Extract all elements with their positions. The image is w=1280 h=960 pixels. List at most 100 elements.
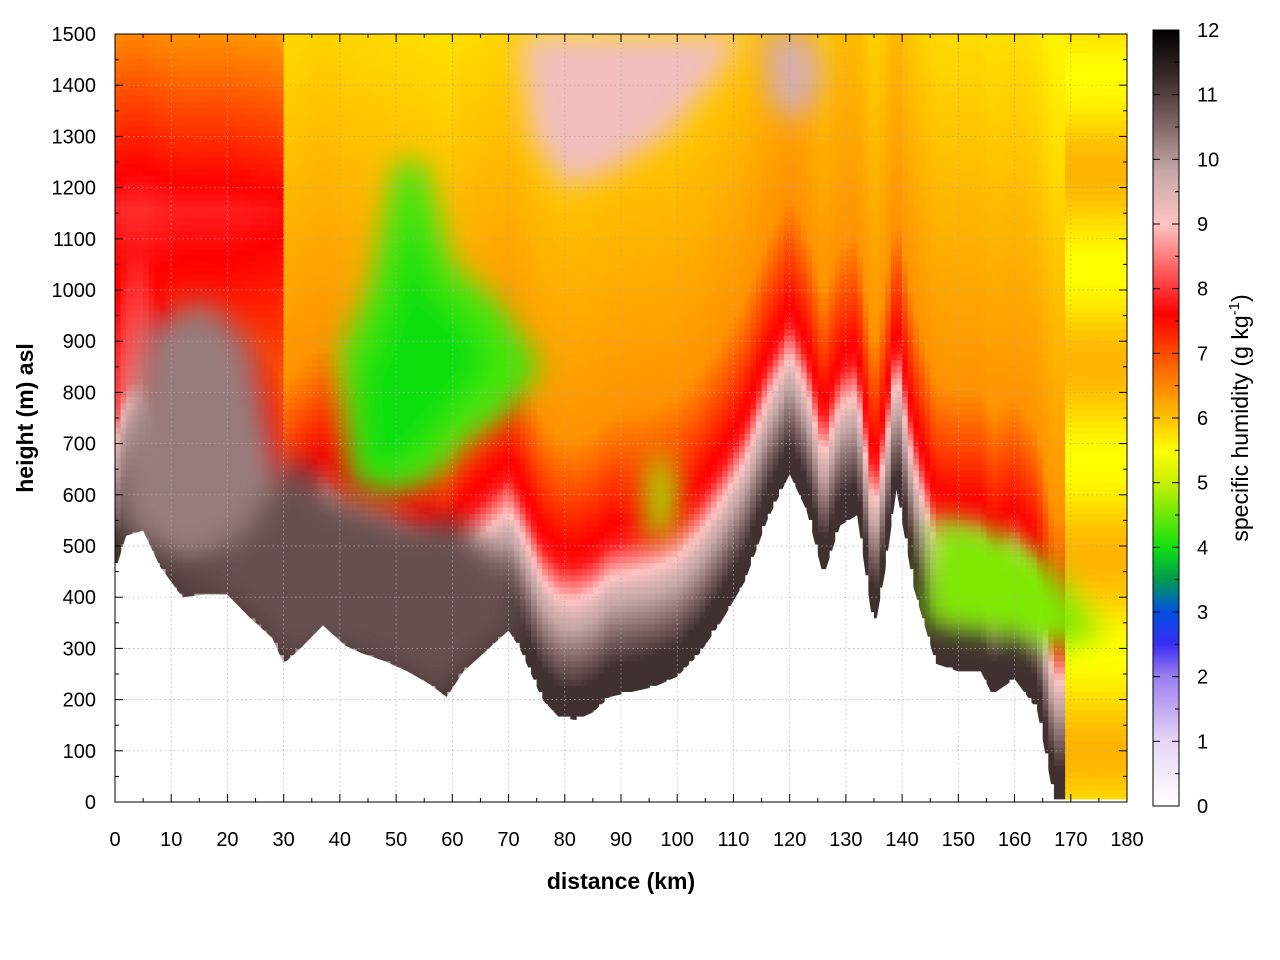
- field-cell: [345, 169, 352, 176]
- field-cell: [328, 273, 335, 281]
- field-cell: [255, 322, 262, 330]
- field-cell: [323, 193, 330, 201]
- field-cell: [283, 230, 290, 238]
- field-cell: [306, 132, 313, 140]
- field-cell: [345, 156, 352, 164]
- field-cell: [294, 304, 302, 312]
- field-cell: [120, 242, 127, 250]
- field-cell: [210, 95, 217, 103]
- field-cell: [120, 371, 127, 379]
- field-cell: [306, 187, 313, 195]
- field-cell: [351, 113, 358, 121]
- field-cell: [255, 120, 262, 127]
- field-cell: [115, 163, 122, 170]
- field-cell: [345, 144, 352, 152]
- field-cell: [204, 298, 212, 305]
- field-cell: [131, 187, 139, 195]
- field-cell: [221, 34, 229, 41]
- field-cell: [255, 298, 262, 305]
- field-cell: [227, 144, 234, 152]
- field-cell: [362, 230, 369, 238]
- field-cell: [345, 101, 352, 109]
- field-cell: [345, 34, 352, 41]
- field-cell: [334, 34, 341, 41]
- field-cell: [165, 169, 172, 176]
- field-cell: [255, 347, 262, 355]
- field-cell: [165, 230, 172, 238]
- field-cell: [345, 89, 352, 97]
- field-cell: [306, 384, 313, 391]
- field-cell: [131, 335, 139, 342]
- field-cell: [255, 132, 262, 140]
- field-cell: [227, 230, 234, 238]
- field-cell: [126, 89, 133, 97]
- field-cell: [339, 175, 347, 183]
- field-cell: [334, 58, 341, 66]
- field-cell: [311, 328, 318, 336]
- field-cell: [328, 230, 335, 238]
- field-cell: [182, 107, 189, 115]
- field-cell: [143, 77, 150, 84]
- field-cell: [154, 34, 161, 41]
- field-cell: [131, 150, 139, 158]
- field-cell: [120, 525, 127, 533]
- field-cell: [311, 255, 318, 262]
- field-cell: [334, 335, 341, 342]
- field-cell: [227, 187, 234, 195]
- field-cell: [345, 40, 352, 47]
- field-cell: [210, 267, 217, 275]
- field-cell: [244, 199, 251, 207]
- field-cell: [311, 101, 318, 109]
- field-cell: [339, 138, 347, 146]
- field-cell: [311, 230, 318, 238]
- field-cell: [199, 199, 206, 207]
- field-cell: [154, 126, 161, 133]
- field-cell: [289, 46, 296, 54]
- field-cell: [244, 261, 251, 269]
- field-cell: [328, 150, 335, 158]
- field-cell: [126, 236, 133, 244]
- field-cell: [266, 390, 274, 398]
- field-cell: [311, 439, 318, 447]
- field-cell: [294, 445, 302, 453]
- field-cell: [120, 414, 127, 422]
- field-cell: [278, 322, 285, 330]
- field-cell: [137, 156, 144, 164]
- field-cell: [323, 402, 330, 410]
- field-cell: [233, 224, 240, 232]
- field-cell: [154, 163, 161, 170]
- field-cell: [137, 64, 144, 72]
- field-cell: [249, 70, 257, 78]
- field-cell: [199, 113, 206, 121]
- field-cell: [193, 52, 200, 60]
- field-cell: [362, 187, 369, 195]
- field-cell: [159, 236, 167, 244]
- field-cell: [255, 273, 262, 281]
- field-cell: [317, 144, 324, 152]
- field-cell: [339, 279, 347, 287]
- field-cell: [188, 230, 195, 238]
- field-cell: [266, 34, 274, 41]
- field-cell: [289, 107, 296, 115]
- field-cell: [266, 341, 274, 348]
- field-cell: [384, 132, 392, 140]
- field-cell: [261, 101, 268, 109]
- field-cell: [255, 101, 262, 109]
- field-cell: [356, 138, 363, 146]
- field-cell: [126, 193, 133, 201]
- field-cell: [373, 212, 380, 219]
- field-cell: [300, 113, 307, 121]
- field-cell: [328, 414, 335, 422]
- field-cell: [216, 267, 223, 275]
- field-cell: [289, 83, 296, 90]
- field-cell: [278, 298, 285, 305]
- field-cell: [384, 494, 392, 502]
- field-cell: [159, 156, 167, 164]
- field-cell: [137, 365, 144, 373]
- field-cell: [272, 261, 279, 269]
- field-cell: [294, 89, 302, 97]
- field-cell: [278, 150, 285, 158]
- field-cell: [311, 58, 318, 66]
- field-cell: [306, 390, 313, 398]
- field-cell: [210, 255, 217, 262]
